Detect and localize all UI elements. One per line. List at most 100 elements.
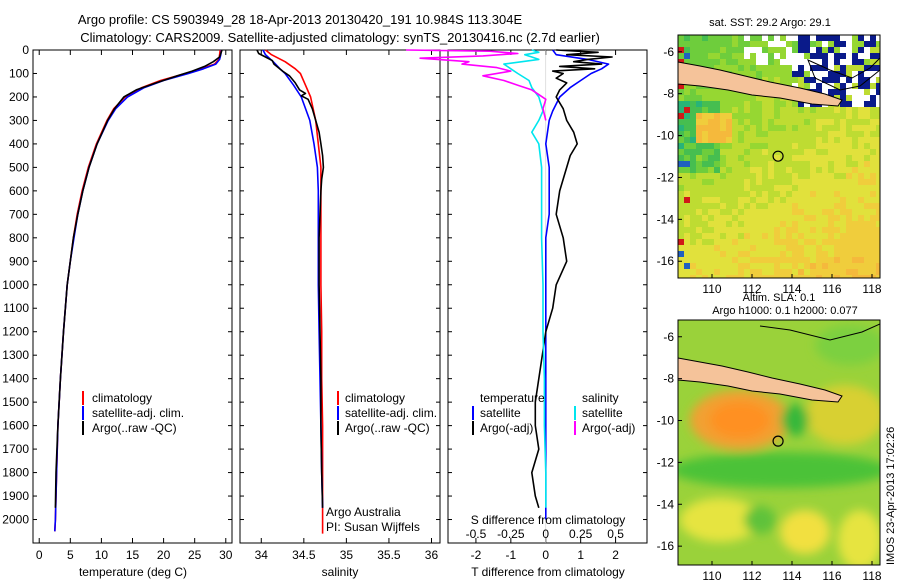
y-tick-label: 1200 xyxy=(2,325,29,339)
sst-cell xyxy=(798,203,804,209)
sst-cell xyxy=(678,41,684,47)
sst-cell xyxy=(756,185,762,191)
sla-south-blob-west xyxy=(680,498,760,542)
sst-cell xyxy=(726,53,732,59)
x-tick-label: 10 xyxy=(95,548,109,562)
lon-tick-label: 116 xyxy=(822,569,841,580)
sst-cell xyxy=(834,65,840,71)
sst-cell xyxy=(804,263,810,269)
sst-cell xyxy=(852,227,858,233)
sst-cell xyxy=(738,185,744,191)
sst-cell xyxy=(828,65,834,71)
sst-cell xyxy=(774,149,780,155)
sst-cell xyxy=(744,131,750,137)
sst-cell xyxy=(696,215,702,221)
sst-cell xyxy=(738,149,744,155)
sst-cell xyxy=(720,185,726,191)
sst-cell xyxy=(762,131,768,137)
java-island-landmass xyxy=(678,61,843,107)
sst-cell xyxy=(858,41,864,47)
salinity-legend: climatology satellite-adj. clim. Argo(..… xyxy=(326,391,437,534)
sst-cell xyxy=(714,233,720,239)
sst-cell xyxy=(690,125,696,131)
sst-cell xyxy=(816,221,822,227)
sst-cell xyxy=(828,245,834,251)
sst-cell xyxy=(780,257,786,263)
sst-cell xyxy=(726,155,732,161)
sst-cell xyxy=(840,71,846,77)
sst-cell xyxy=(786,191,792,197)
sst-cell xyxy=(834,203,840,209)
sst-cell xyxy=(792,245,798,251)
sst-cell xyxy=(816,113,822,119)
sst-cell xyxy=(816,257,822,263)
sst-cell xyxy=(828,53,834,59)
sst-cell xyxy=(810,53,816,59)
sst-cell xyxy=(786,179,792,185)
sst-cell xyxy=(858,179,864,185)
sst-cell xyxy=(870,119,876,125)
sst-cell xyxy=(798,185,804,191)
sst-cell xyxy=(840,227,846,233)
sst-cell xyxy=(828,215,834,221)
sst-cell xyxy=(876,161,880,167)
sst-cell xyxy=(690,275,696,278)
sst-cell xyxy=(732,251,738,257)
sst-cell xyxy=(876,143,880,149)
sst-cell xyxy=(684,89,690,95)
sst-cell xyxy=(846,131,852,137)
sst-cell xyxy=(690,89,696,95)
legend-argo-label: Argo(..raw -QC) xyxy=(345,421,430,435)
sst-cell xyxy=(732,221,738,227)
y-tick-label: 1000 xyxy=(2,278,29,292)
sst-cell xyxy=(816,215,822,221)
sst-cell xyxy=(690,167,696,173)
sst-cell xyxy=(756,47,762,53)
sst-cell xyxy=(786,227,792,233)
sst-cell xyxy=(786,185,792,191)
sst-cell xyxy=(870,113,876,119)
sst-cell xyxy=(678,251,684,257)
sst-cell xyxy=(708,191,714,197)
sst-cell xyxy=(726,197,732,203)
sst-cell xyxy=(732,89,738,95)
sst-cell xyxy=(738,35,744,41)
sst-cell xyxy=(714,107,720,113)
sst-cell xyxy=(858,107,864,113)
imos-timestamp: IMOS 23-Apr-2013 17:02:26 xyxy=(885,427,897,565)
sst-cell xyxy=(828,77,834,83)
sst-cell xyxy=(774,251,780,257)
sst-cell xyxy=(780,101,786,107)
sst-cell xyxy=(834,77,840,83)
sst-cell xyxy=(774,185,780,191)
sst-cell xyxy=(720,89,726,95)
sst-cell xyxy=(810,275,816,278)
sst-cell xyxy=(684,161,690,167)
sst-cell xyxy=(762,197,768,203)
sst-cell xyxy=(792,131,798,137)
temperature-panel xyxy=(32,49,233,544)
sst-cell xyxy=(858,203,864,209)
sst-cell xyxy=(846,173,852,179)
sst-cell xyxy=(864,53,870,59)
sst-cell xyxy=(738,119,744,125)
sst-cell xyxy=(720,209,726,215)
sst-cell xyxy=(726,41,732,47)
sst-cell xyxy=(810,245,816,251)
sst-cell xyxy=(804,101,810,107)
sst-cell xyxy=(738,71,744,77)
sst-cell xyxy=(852,131,858,137)
sst-cell xyxy=(834,167,840,173)
sst-cell xyxy=(834,143,840,149)
sst-cell xyxy=(876,173,880,179)
sst-cell xyxy=(714,131,720,137)
sst-cell xyxy=(858,83,864,89)
sst-cell xyxy=(726,269,732,275)
sst-cell xyxy=(852,209,858,215)
sst-cell xyxy=(798,167,804,173)
sst-cell xyxy=(876,185,880,191)
sst-cell xyxy=(870,167,876,173)
sst-cell xyxy=(708,125,714,131)
sst-cell xyxy=(720,221,726,227)
